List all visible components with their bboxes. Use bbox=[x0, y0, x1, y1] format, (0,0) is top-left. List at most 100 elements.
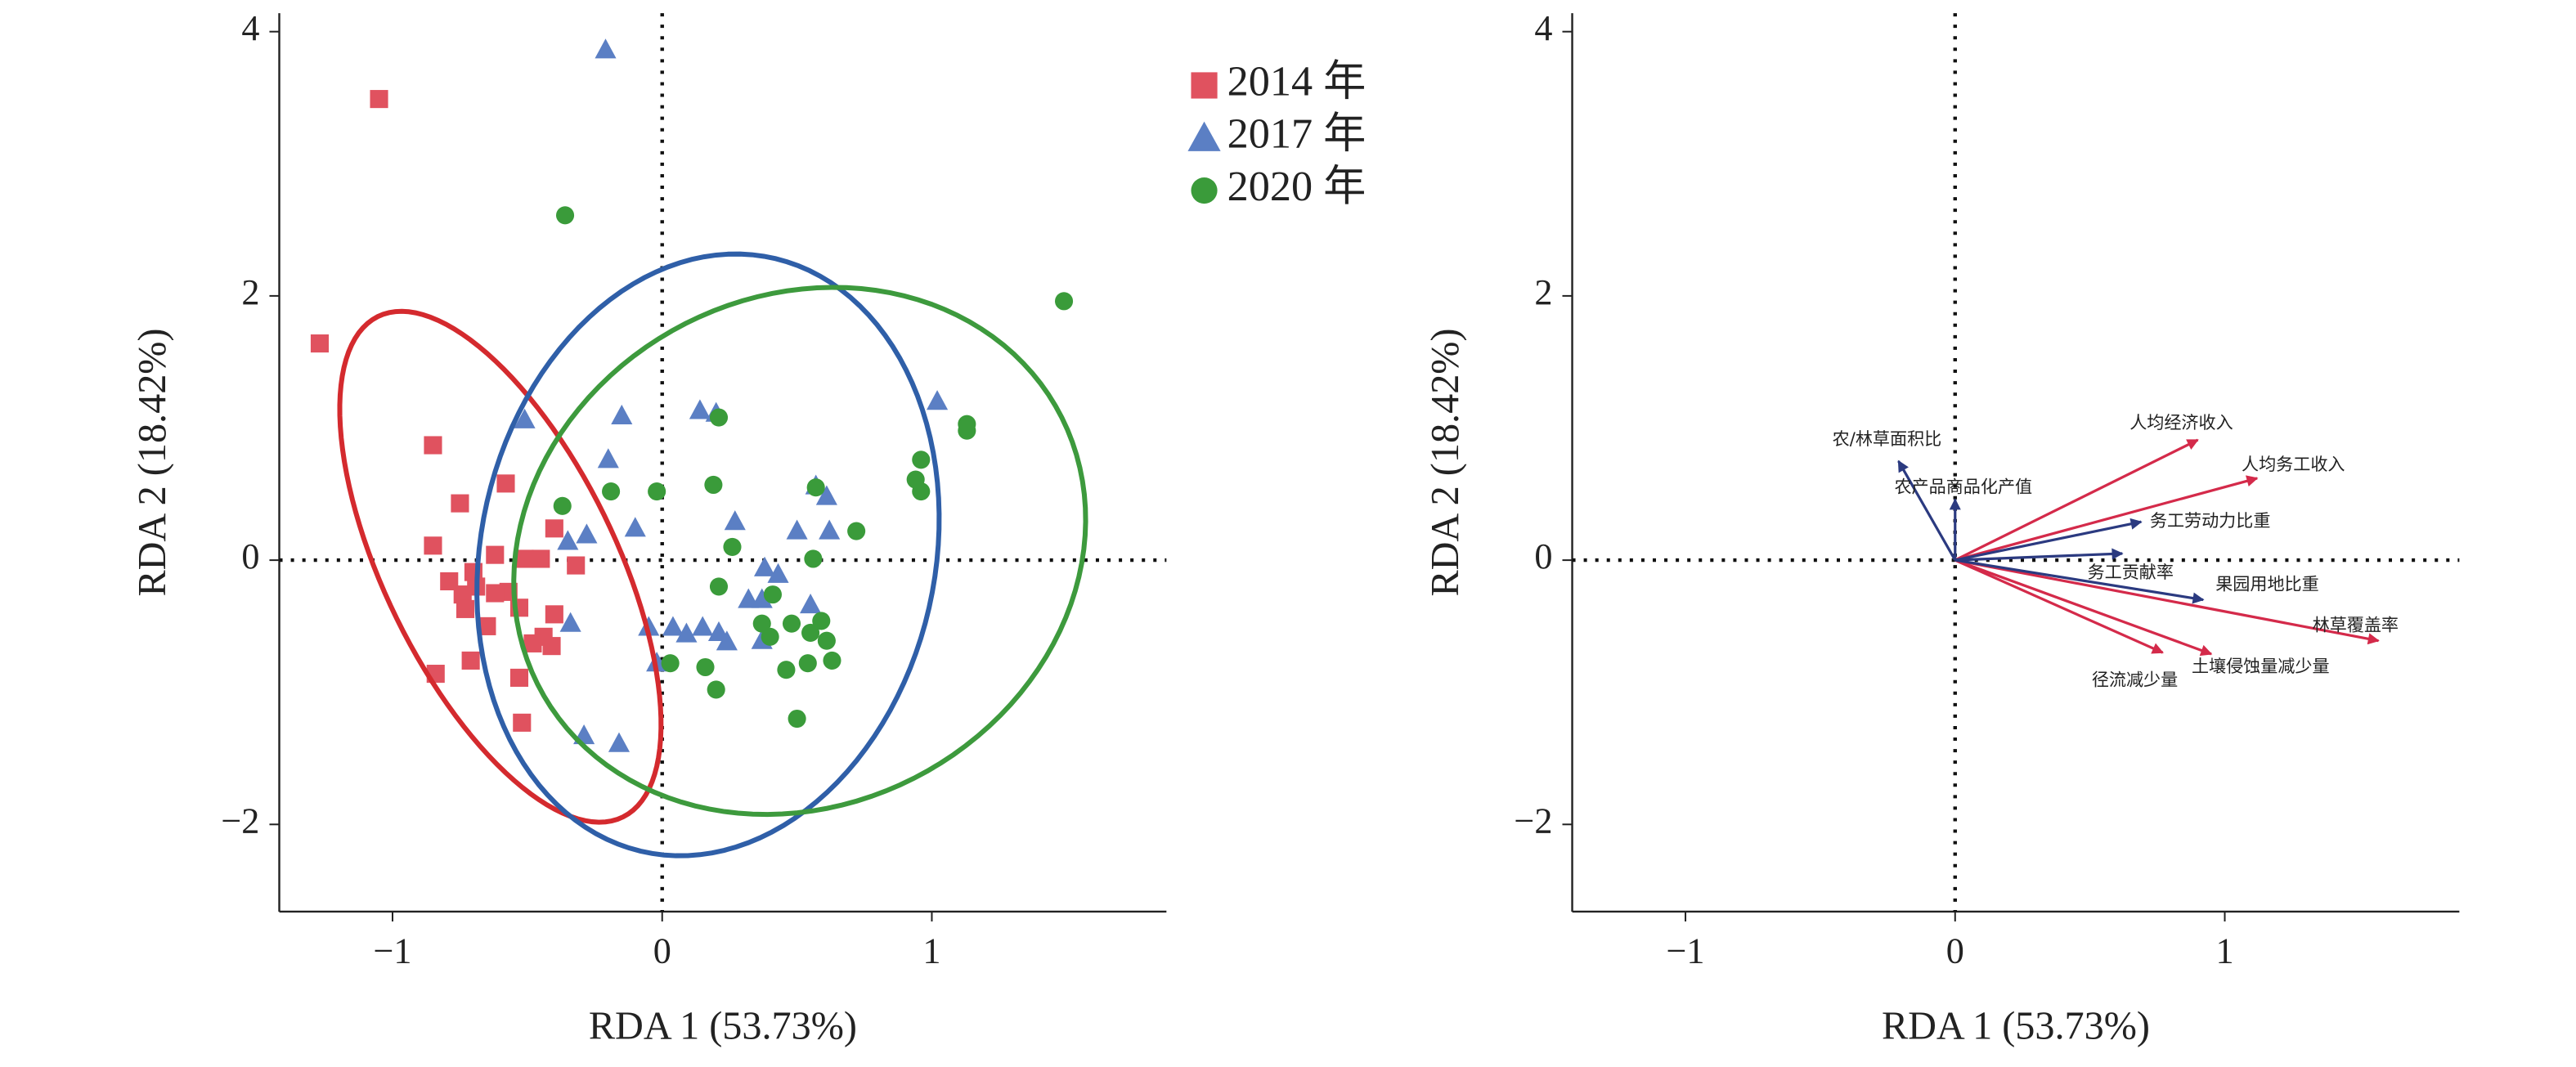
vector-label: 务工劳动力比重 bbox=[2150, 510, 2271, 531]
vector-arrow bbox=[1954, 558, 2380, 645]
point bbox=[752, 614, 771, 633]
vector-label: 果园用地比重 bbox=[2215, 573, 2318, 594]
y-tick-label: 4 bbox=[241, 8, 259, 48]
point bbox=[782, 614, 801, 633]
vector-arrow bbox=[1954, 518, 2143, 562]
legend-marker bbox=[1191, 72, 1218, 99]
point bbox=[523, 634, 542, 652]
y-tick-label: −2 bbox=[1514, 800, 1552, 841]
point bbox=[532, 549, 550, 568]
legend-label: 2020 年 bbox=[1227, 163, 1367, 210]
point bbox=[648, 482, 666, 501]
y-tick-label: −2 bbox=[221, 800, 259, 841]
confidence-ellipse bbox=[337, 308, 664, 825]
point bbox=[567, 556, 586, 575]
point bbox=[515, 549, 534, 568]
point bbox=[595, 38, 617, 59]
vector-arrow bbox=[1954, 558, 2205, 604]
point bbox=[801, 623, 820, 643]
point bbox=[461, 651, 480, 670]
point bbox=[662, 616, 684, 636]
point bbox=[509, 668, 529, 687]
point bbox=[738, 588, 760, 608]
x-axis-label: RDA 1 (53.73%) bbox=[1882, 1005, 2150, 1048]
x-tick-label: −1 bbox=[373, 930, 411, 971]
confidence-ellipse bbox=[511, 285, 1088, 818]
x-tick-label: 0 bbox=[1946, 930, 1964, 971]
point bbox=[958, 415, 976, 433]
point bbox=[709, 408, 729, 427]
point bbox=[804, 549, 823, 568]
y-axis-label: RDA 2 (18.42%) bbox=[131, 328, 174, 596]
point bbox=[823, 651, 841, 670]
point bbox=[370, 90, 388, 109]
point bbox=[912, 482, 931, 501]
point bbox=[806, 478, 825, 497]
point bbox=[777, 661, 796, 679]
confidence-ellipse bbox=[474, 251, 942, 859]
point bbox=[692, 616, 714, 636]
vector-arrow bbox=[1954, 548, 2124, 562]
vector-label: 林草覆盖率 bbox=[2313, 615, 2399, 635]
point bbox=[611, 404, 633, 424]
point bbox=[496, 474, 515, 493]
point bbox=[716, 630, 738, 651]
point bbox=[478, 616, 496, 635]
point bbox=[704, 475, 723, 495]
point bbox=[763, 585, 782, 604]
point bbox=[559, 612, 581, 632]
point bbox=[786, 519, 808, 540]
vector-label: 人均经济收入 bbox=[2129, 412, 2233, 433]
point bbox=[514, 408, 536, 428]
legend-marker bbox=[1191, 177, 1218, 204]
vector-arrow bbox=[1954, 475, 2259, 562]
x-tick-label: −1 bbox=[1667, 930, 1705, 971]
point bbox=[812, 612, 831, 630]
point bbox=[661, 654, 680, 673]
point bbox=[753, 556, 776, 576]
y-axis-label: RDA 2 (18.42%) bbox=[1424, 328, 1467, 596]
point bbox=[424, 536, 442, 555]
vector-label: 农/林草面积比 bbox=[1833, 428, 1942, 449]
point bbox=[602, 482, 621, 501]
point bbox=[456, 599, 475, 618]
point bbox=[788, 709, 806, 729]
point bbox=[817, 631, 836, 650]
point bbox=[555, 206, 575, 225]
point bbox=[798, 654, 817, 673]
point bbox=[847, 522, 866, 540]
vector-arrow bbox=[1954, 558, 2213, 657]
vector-arrow bbox=[1954, 558, 2164, 654]
point bbox=[624, 517, 646, 537]
point bbox=[553, 496, 572, 515]
point bbox=[424, 436, 442, 455]
point bbox=[597, 448, 619, 468]
y-tick-label: 4 bbox=[1534, 8, 1552, 48]
legend-label: 2014 年 bbox=[1227, 57, 1367, 105]
legend-label: 2017 年 bbox=[1227, 110, 1367, 158]
point bbox=[709, 577, 729, 596]
point bbox=[927, 390, 949, 410]
y-tick-label: 0 bbox=[241, 536, 259, 576]
point bbox=[819, 519, 841, 540]
point bbox=[451, 494, 469, 513]
x-tick-label: 1 bbox=[2215, 930, 2233, 971]
point bbox=[1054, 292, 1074, 311]
point bbox=[800, 593, 822, 614]
y-tick-label: 0 bbox=[1534, 536, 1552, 576]
x-axis-label: RDA 1 (53.73%) bbox=[589, 1005, 857, 1048]
point bbox=[542, 637, 561, 656]
point bbox=[486, 545, 505, 564]
point bbox=[608, 732, 631, 752]
point bbox=[310, 334, 330, 353]
point bbox=[576, 523, 598, 544]
point bbox=[723, 537, 742, 556]
point bbox=[912, 451, 931, 469]
point bbox=[751, 588, 773, 608]
point bbox=[557, 530, 579, 550]
point bbox=[675, 622, 698, 643]
x-tick-label: 0 bbox=[653, 930, 671, 971]
y-tick-label: 2 bbox=[241, 272, 259, 312]
point bbox=[767, 563, 789, 583]
point bbox=[486, 584, 505, 603]
